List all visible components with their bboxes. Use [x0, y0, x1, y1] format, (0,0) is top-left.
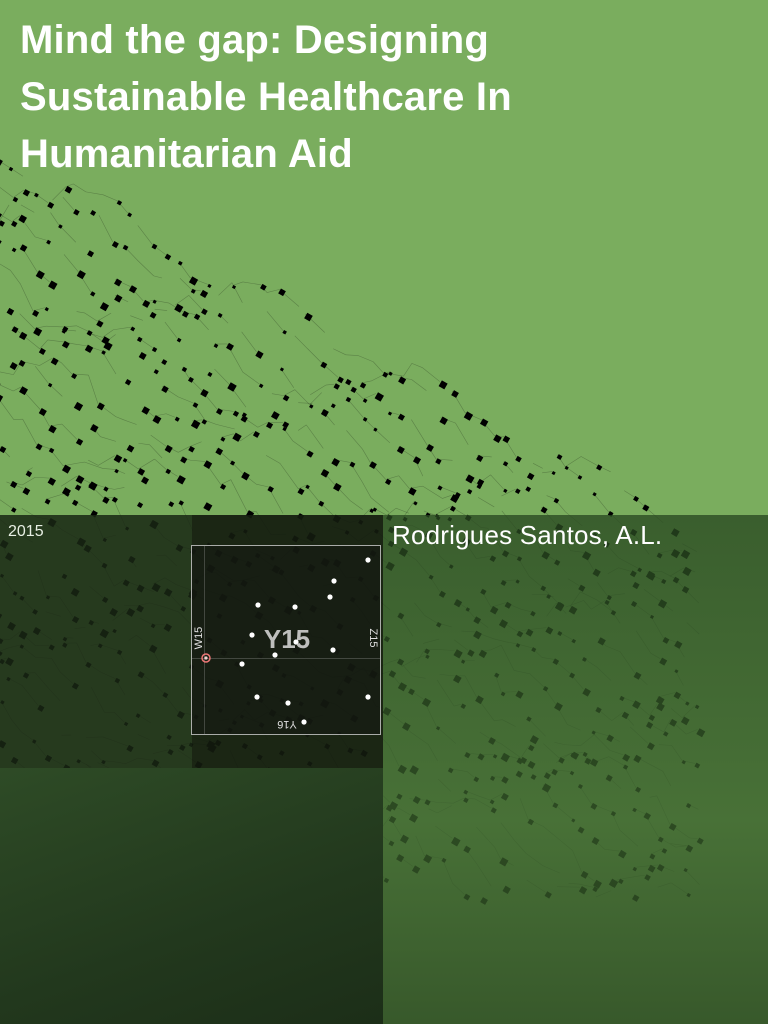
map-points-graphic: [201, 557, 371, 725]
grid-label-bottom: Y16: [277, 718, 297, 730]
panel-bottom-left: [0, 768, 383, 1024]
grid-label-right: Z15: [367, 628, 379, 648]
cover-title: Mind the gap: Designing Sustainable Heal…: [20, 18, 512, 176]
grid-cell-label: Y15: [263, 624, 311, 654]
grid-line-horizontal: [192, 658, 380, 659]
author-name: Rodrigues Santos, A.L.: [392, 520, 663, 550]
location-marker-center: [204, 656, 208, 660]
grid-map-card: Y15 W15 Z15 Y16: [191, 545, 381, 735]
grid-label-left: W15: [193, 626, 205, 650]
grid-line-vertical: [204, 546, 205, 734]
map-points: [239, 557, 371, 725]
publication-year: 2015: [8, 523, 44, 540]
panel-top-left: [0, 515, 192, 768]
location-marker: [201, 653, 211, 663]
panel-right: [383, 515, 768, 1024]
